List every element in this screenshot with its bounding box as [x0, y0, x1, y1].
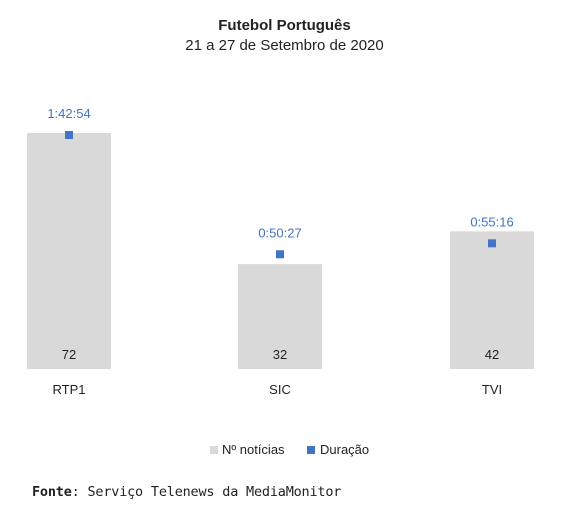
- duration-point-tvi: [488, 239, 496, 248]
- duration-value-label: 1:42:54: [47, 106, 90, 121]
- source-note: Fonte: Serviço Telenews da MediaMonitor: [32, 484, 341, 500]
- source-label: Fonte: [32, 484, 72, 500]
- duration-value-label: 0:55:16: [470, 214, 513, 229]
- legend-label-noticias: Nº notícias: [222, 442, 285, 457]
- chart-area: 72 1:42:54 RTP1 32 0:50:27 SIC 42 0:55:16 TVI Nº …: [27, 106, 534, 457]
- bar-value-label: 32: [273, 347, 287, 362]
- duration-value-label: 0:50:27: [258, 225, 301, 240]
- bar-rtp1: [27, 133, 111, 369]
- source-text: : Serviço Telenews da MediaMonitor: [71, 484, 342, 500]
- legend-swatch-duracao: [307, 446, 315, 454]
- bar-sic: [238, 264, 322, 369]
- legend-swatch-noticias: [210, 446, 218, 454]
- legend-label-duracao: Duração: [320, 442, 369, 457]
- chart-title: Futebol Português: [218, 17, 351, 34]
- x-tick-label: TVI: [482, 382, 502, 397]
- duration-point-rtp1: [65, 131, 73, 139]
- bar-tvi: [450, 231, 534, 369]
- duration-point-sic: [276, 250, 284, 259]
- bar-value-label: 72: [62, 347, 76, 362]
- chart-subtitle: 21 a 27 de Setembro de 2020: [185, 37, 384, 54]
- x-tick-label: SIC: [269, 382, 291, 397]
- x-tick-label: RTP1: [53, 382, 86, 397]
- bar-value-label: 42: [485, 347, 499, 362]
